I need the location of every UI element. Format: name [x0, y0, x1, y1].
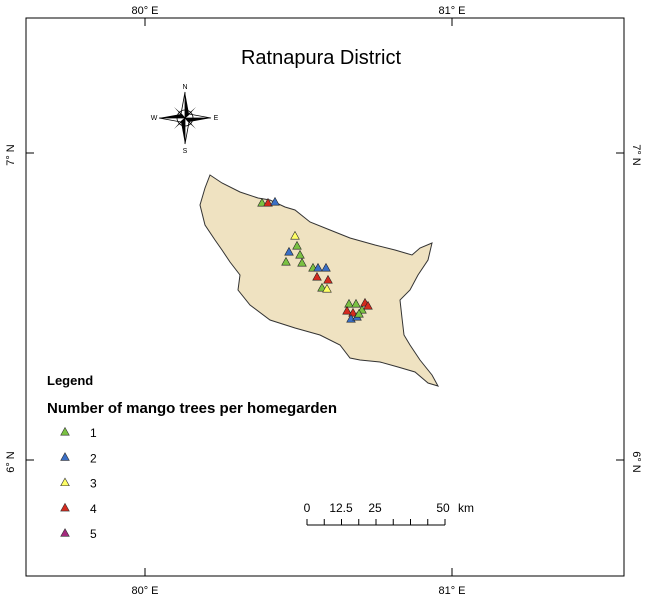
- latitude-label: 7° N: [630, 144, 642, 166]
- tree-point: [257, 197, 267, 207]
- district-boundary: [199, 174, 440, 387]
- tree-point: [270, 196, 280, 206]
- legend-marker: [60, 477, 70, 487]
- legend-label: 4: [90, 502, 97, 516]
- tree-point: [284, 246, 294, 256]
- tree-point: [263, 197, 273, 207]
- legend-label: 3: [90, 477, 97, 491]
- scale-label: 25: [368, 501, 382, 515]
- compass-label: W: [151, 115, 158, 122]
- longitude-label: 80° E: [131, 5, 158, 17]
- tree-point: [351, 298, 361, 308]
- tree-point: [321, 262, 331, 272]
- scale-label: 12.5: [329, 501, 353, 515]
- legend-subtitle: Number of mango trees per homegarden: [47, 400, 337, 417]
- tree-point: [313, 262, 323, 272]
- legend-marker: [60, 452, 70, 461]
- latitude-label: 6° N: [5, 451, 17, 473]
- tree-point: [312, 271, 322, 281]
- tree-point: [290, 230, 300, 240]
- legend-marker: [60, 528, 70, 537]
- tree-point: [363, 300, 373, 310]
- compass-label: N: [182, 84, 187, 91]
- longitude-label: 81° E: [438, 5, 465, 17]
- latitude-label: 7° N: [5, 144, 17, 166]
- tree-point: [354, 308, 364, 318]
- graticule-ticks: [26, 18, 624, 576]
- legend-label: 2: [90, 451, 97, 465]
- scale-label: 50: [436, 501, 450, 515]
- tree-point: [342, 305, 352, 315]
- legend-marker: [60, 426, 70, 436]
- longitude-label: 80° E: [131, 585, 158, 597]
- legend-marker: [60, 502, 70, 512]
- scale-unit: km: [458, 501, 474, 515]
- tree-point: [297, 257, 307, 267]
- tree-point: [295, 249, 305, 259]
- scale-label: 0: [304, 501, 311, 515]
- tree-point: [292, 240, 302, 250]
- legend-label: 5: [90, 527, 97, 541]
- tree-point: [322, 283, 332, 293]
- map-title: Ratnapura District: [241, 47, 402, 69]
- compass-label: S: [183, 148, 188, 155]
- legend-title: Legend: [47, 373, 93, 388]
- legend-label: 1: [90, 426, 97, 440]
- longitude-label: 81° E: [438, 585, 465, 597]
- tree-point: [281, 256, 291, 266]
- compass-rose: N S E W: [151, 84, 219, 155]
- tree-point: [323, 274, 333, 284]
- compass-label: E: [214, 115, 219, 122]
- latitude-label: 6° N: [630, 451, 642, 473]
- tree-point: [344, 298, 354, 308]
